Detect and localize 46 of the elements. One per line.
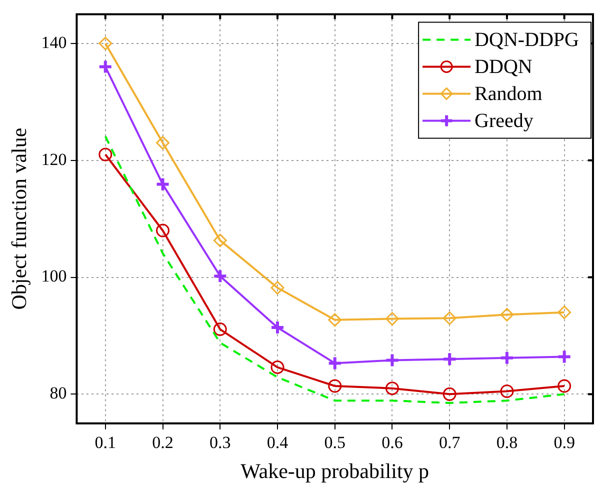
point xyxy=(442,387,456,401)
legend-label: DQN-DDPG xyxy=(474,28,580,51)
point xyxy=(328,313,342,327)
legend-label: Greedy xyxy=(474,110,534,132)
point xyxy=(500,384,514,398)
x-tick-label: 0.3 xyxy=(209,433,231,452)
legend-label: Random xyxy=(474,82,543,105)
y-tick-label: 80 xyxy=(50,384,67,403)
x-tick-label: 0.7 xyxy=(438,433,461,452)
x-tick-label: 0.1 xyxy=(94,433,116,452)
y-axis-title: Object function value xyxy=(7,128,32,310)
point xyxy=(558,306,572,320)
point xyxy=(212,268,228,284)
point xyxy=(155,176,170,192)
x-tick-label: 0.6 xyxy=(382,433,403,452)
point xyxy=(500,308,514,322)
point xyxy=(213,322,227,336)
y-tick-label: 100 xyxy=(41,266,67,286)
legend-label: DDQN xyxy=(474,56,532,78)
point xyxy=(98,36,112,50)
point xyxy=(499,350,514,366)
point xyxy=(384,352,400,368)
point xyxy=(442,352,458,367)
point xyxy=(558,379,572,393)
point xyxy=(385,312,399,326)
y-tick-label: 140 xyxy=(41,32,67,52)
point xyxy=(98,148,112,162)
point xyxy=(270,360,284,374)
x-tick-label: 0.4 xyxy=(266,433,289,452)
x-tick-label: 0.9 xyxy=(554,433,575,452)
point xyxy=(328,379,342,393)
x-tick-label: 0.2 xyxy=(152,433,174,452)
point xyxy=(442,311,456,325)
y-tick-label: 120 xyxy=(41,150,67,169)
point xyxy=(98,59,113,74)
point xyxy=(213,234,227,248)
point xyxy=(385,382,399,396)
x-tick-label: 0.5 xyxy=(324,433,346,452)
point xyxy=(156,136,170,150)
point xyxy=(327,356,342,371)
x-tick-label: 0.8 xyxy=(496,433,518,452)
point xyxy=(556,349,572,364)
point xyxy=(156,224,170,238)
point xyxy=(270,320,285,336)
x-axis-title: Wake-up probability p xyxy=(240,458,430,483)
point xyxy=(270,281,284,295)
